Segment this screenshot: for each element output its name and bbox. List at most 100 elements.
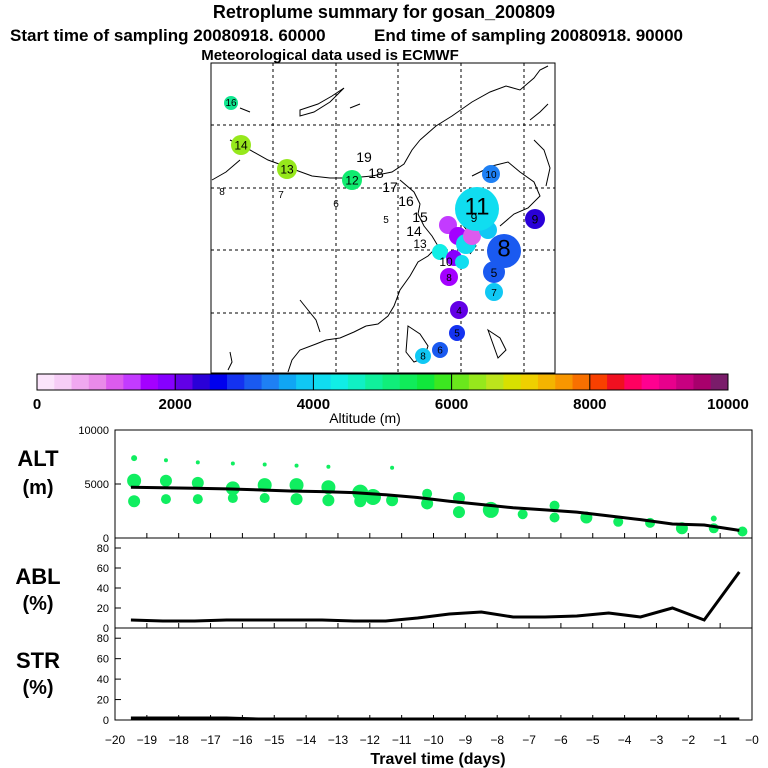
colorbar-segment (261, 374, 280, 390)
colorbar-segment (244, 374, 263, 390)
x-tick-label: −18 (169, 733, 190, 747)
alt-scatter-point (163, 458, 168, 463)
alt-scatter-point (710, 515, 717, 522)
map-marker-label: 7 (491, 288, 497, 299)
y-tick-label: 40 (97, 674, 109, 686)
map-cluster-dot (455, 255, 469, 269)
alt-scatter-point (613, 516, 624, 527)
map-marker-label: 5 (454, 329, 460, 340)
map-marker-label: 9 (532, 213, 539, 227)
alt-scatter-point (452, 506, 465, 519)
colorbar-segment (227, 374, 245, 390)
colorbar-segment (209, 374, 228, 390)
alt-scatter-point (549, 512, 560, 523)
x-tick-label: −5 (586, 733, 600, 747)
map-marker-label: 14 (234, 139, 248, 153)
colorbar-segment (641, 374, 660, 390)
met-data-label: Meteorological data used is ECMWF (201, 47, 459, 64)
map-trajectory-label: 19 (356, 149, 372, 165)
colorbar-segment (157, 374, 176, 390)
colorbar-segment (520, 374, 539, 390)
colorbar-tick-label: 8000 (573, 396, 606, 413)
colorbar-tick-label: 0 (33, 396, 41, 413)
map-marker-label: 11 (465, 193, 490, 220)
x-tick-label: −7 (522, 733, 536, 747)
alt-scatter-point (517, 509, 528, 520)
map-trajectory-label: 9 (471, 211, 478, 225)
y-tick-label: 5000 (85, 479, 109, 491)
map-marker (450, 301, 468, 319)
y-tick-label: 80 (97, 633, 109, 645)
colorbar-segment (607, 374, 625, 390)
panel-ylabel-unit: (%) (22, 677, 53, 699)
map-marker (277, 159, 297, 179)
x-tick-label: −16 (232, 733, 253, 747)
x-axis: −20 −19 −18 −17 −16 −15 −14 −13 −12 −11 −10 −9 −8 −7 −… (105, 733, 759, 768)
alt-scatter-point (326, 464, 331, 469)
x-tick-label: −11 (392, 733, 412, 747)
map-marker (440, 268, 458, 286)
colorbar-tick-label: 4000 (297, 396, 330, 413)
panel-alt: 0 5000 10000 ALT (m) (17, 425, 753, 545)
y-tick-label: 0 (103, 623, 109, 635)
colorbar-segment (123, 374, 142, 390)
colorbar-segment (175, 374, 193, 390)
abl-series-line (130, 571, 741, 623)
end-time-label: End time of sampling 20080918. 90000 (374, 26, 683, 45)
map-cluster-dot (432, 244, 448, 260)
alt-median-line (130, 485, 740, 532)
alt-scatter-point (422, 488, 433, 499)
colorbar-segment (54, 374, 73, 390)
colorbar-axis-label: Altitude (m) (329, 410, 401, 426)
map-marker (482, 165, 500, 183)
colorbar-segment (451, 374, 470, 390)
colorbar-segment (434, 374, 453, 390)
map-trajectory-label: 10 (439, 255, 453, 269)
colorbar-segment (140, 374, 159, 390)
panel-ylabel-name: ALT (17, 446, 59, 471)
map-marker (525, 209, 545, 229)
map-marker-label: 12 (345, 174, 359, 188)
alt-scatter-point (259, 493, 270, 504)
map-marker-label: 13 (280, 163, 294, 177)
alt-scatter-point (191, 476, 204, 489)
x-tick-label: −9 (459, 733, 473, 747)
colorbar-segment (296, 374, 314, 390)
alt-scatter-point (322, 494, 335, 507)
coastlines (211, 65, 551, 373)
x-tick-label: −19 (137, 733, 158, 747)
map-trajectory-label: 8 (219, 187, 225, 198)
colorbar-segment (503, 374, 522, 390)
colorbar-tick-label: 2000 (159, 396, 192, 413)
x-tick-label: −2 (681, 733, 695, 747)
y-tick-label: 60 (97, 563, 109, 575)
map-marker (432, 342, 448, 358)
colorbar-segment (106, 374, 124, 390)
x-tick-label: −10 (423, 733, 444, 747)
map-trajectory-label: 14 (406, 223, 422, 239)
map-marker (487, 234, 521, 268)
x-tick-label: −14 (296, 733, 317, 747)
colorbar-segment (486, 374, 504, 390)
x-tick-label: −15 (264, 733, 285, 747)
x-tick-label: −8 (490, 733, 504, 747)
y-tick-label: 40 (97, 583, 109, 595)
alt-scatter-point (390, 465, 395, 470)
altitude-colorbar: 0 2000 4000 6000 8000 10000 Altitude (m) (33, 373, 749, 426)
alt-scatter-point (737, 526, 748, 537)
map-trajectory-label: 7 (278, 190, 284, 201)
x-tick-label: −4 (618, 733, 632, 747)
alt-scatter-point (159, 474, 172, 487)
alt-scatter-point (131, 455, 138, 462)
map-cluster-dot (463, 227, 481, 245)
map-marker-label: 4 (456, 306, 462, 317)
colorbar-segment (330, 374, 349, 390)
map-marker (224, 96, 238, 110)
map-marker-label: 8 (420, 352, 426, 363)
map-marker (485, 283, 503, 301)
y-tick-label: 10000 (78, 425, 109, 437)
panel-abl: 0 20 40 60 80 ABL (%) (15, 537, 753, 635)
alt-scatter-point (289, 478, 304, 493)
y-tick-label: 0 (103, 715, 109, 727)
